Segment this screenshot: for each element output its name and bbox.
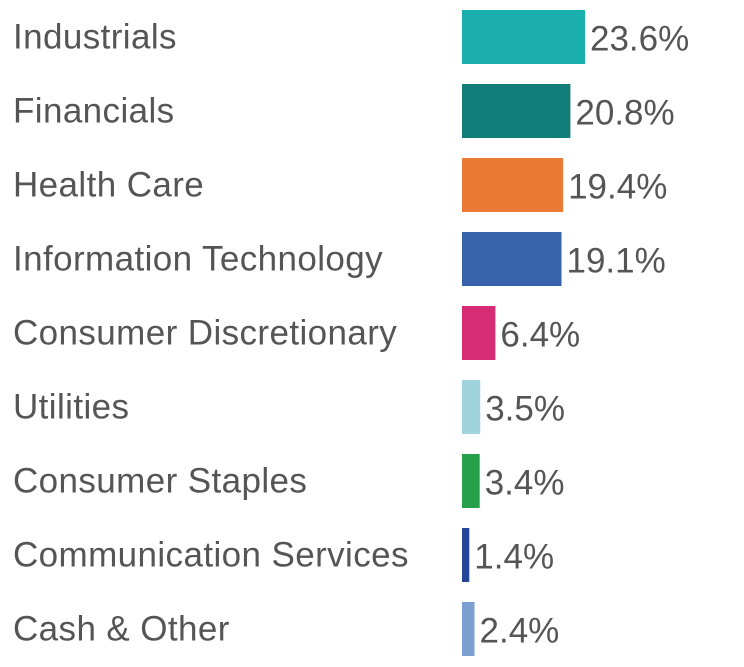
value-label: 20.8% [575, 94, 674, 133]
bar [462, 10, 585, 64]
bar [462, 306, 496, 360]
category-label: Cash & Other [13, 610, 230, 649]
value-label: 3.4% [485, 464, 565, 503]
category-label: Information Technology [13, 240, 383, 279]
category-label: Industrials [13, 18, 177, 57]
value-label: 3.5% [485, 390, 565, 429]
value-label: 1.4% [474, 538, 554, 577]
bar [462, 602, 475, 656]
category-label: Consumer Discretionary [13, 314, 397, 353]
category-label: Consumer Staples [13, 462, 307, 501]
bar [462, 232, 562, 286]
category-label: Financials [13, 92, 175, 131]
category-label: Health Care [13, 166, 204, 205]
value-label: 19.4% [568, 168, 667, 207]
bar [462, 84, 571, 138]
bar [462, 454, 480, 508]
value-label: 2.4% [480, 612, 560, 651]
value-label: 23.6% [590, 20, 689, 59]
bar [462, 528, 470, 582]
category-label: Communication Services [13, 536, 409, 575]
bar [462, 158, 564, 212]
value-label: 19.1% [567, 242, 666, 281]
bar [462, 380, 481, 434]
value-label: 6.4% [500, 316, 580, 355]
category-label: Utilities [13, 388, 129, 427]
